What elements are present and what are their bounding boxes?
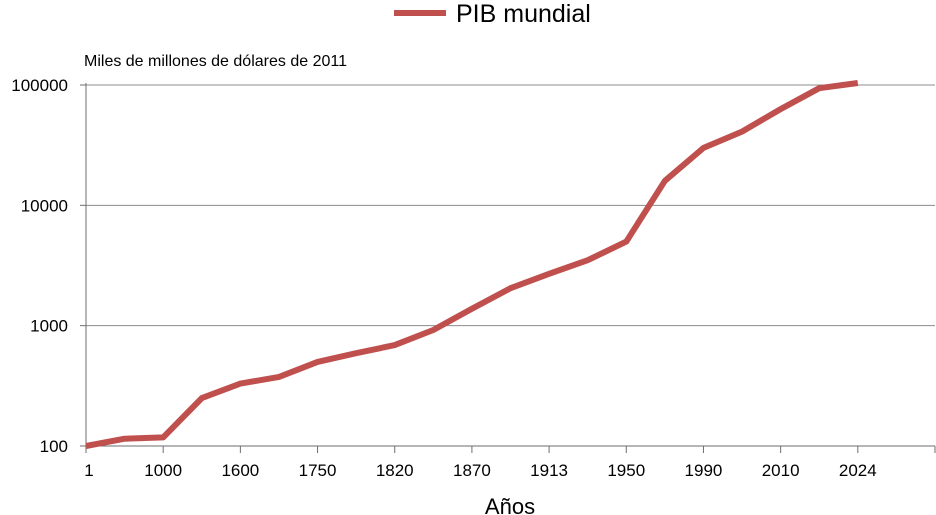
x-tick-label: 2024 — [839, 461, 877, 480]
x-tick-label: 1820 — [376, 461, 414, 480]
series-layer — [85, 80, 859, 449]
x-tick-label: 1000 — [144, 461, 182, 480]
x-axis-title: Años — [485, 494, 535, 515]
axes — [80, 83, 936, 453]
x-tick-labels: 1 1000 1600 1750 1820 1870 1913 1950 1990 2010 202… — [84, 461, 876, 480]
x-tick-label: 1990 — [685, 461, 723, 480]
x-tick-label: 1870 — [453, 461, 491, 480]
y-tick-label: 100 — [40, 437, 68, 456]
legend-label: PIB mundial — [456, 0, 591, 28]
series-line-pib-mundial — [85, 80, 859, 449]
x-tick-label: 1600 — [221, 461, 259, 480]
x-tick-label: 1750 — [299, 461, 337, 480]
x-tick-label: 1 — [84, 461, 93, 480]
y-tick-label: 1000 — [30, 317, 68, 336]
legend: PIB mundial — [394, 0, 591, 28]
x-tick-label: 2010 — [762, 461, 800, 480]
y-tick-label: 10000 — [21, 196, 68, 215]
y-tick-label: 100000 — [11, 76, 68, 95]
y-tick-labels: 100 1000 10000 100000 — [11, 76, 68, 456]
gridlines — [86, 84, 935, 327]
y-axis-unit-label: Miles de millones de dólares de 2011 — [84, 53, 347, 70]
x-tick-label: 1950 — [607, 461, 645, 480]
x-tick-label: 1913 — [530, 461, 568, 480]
